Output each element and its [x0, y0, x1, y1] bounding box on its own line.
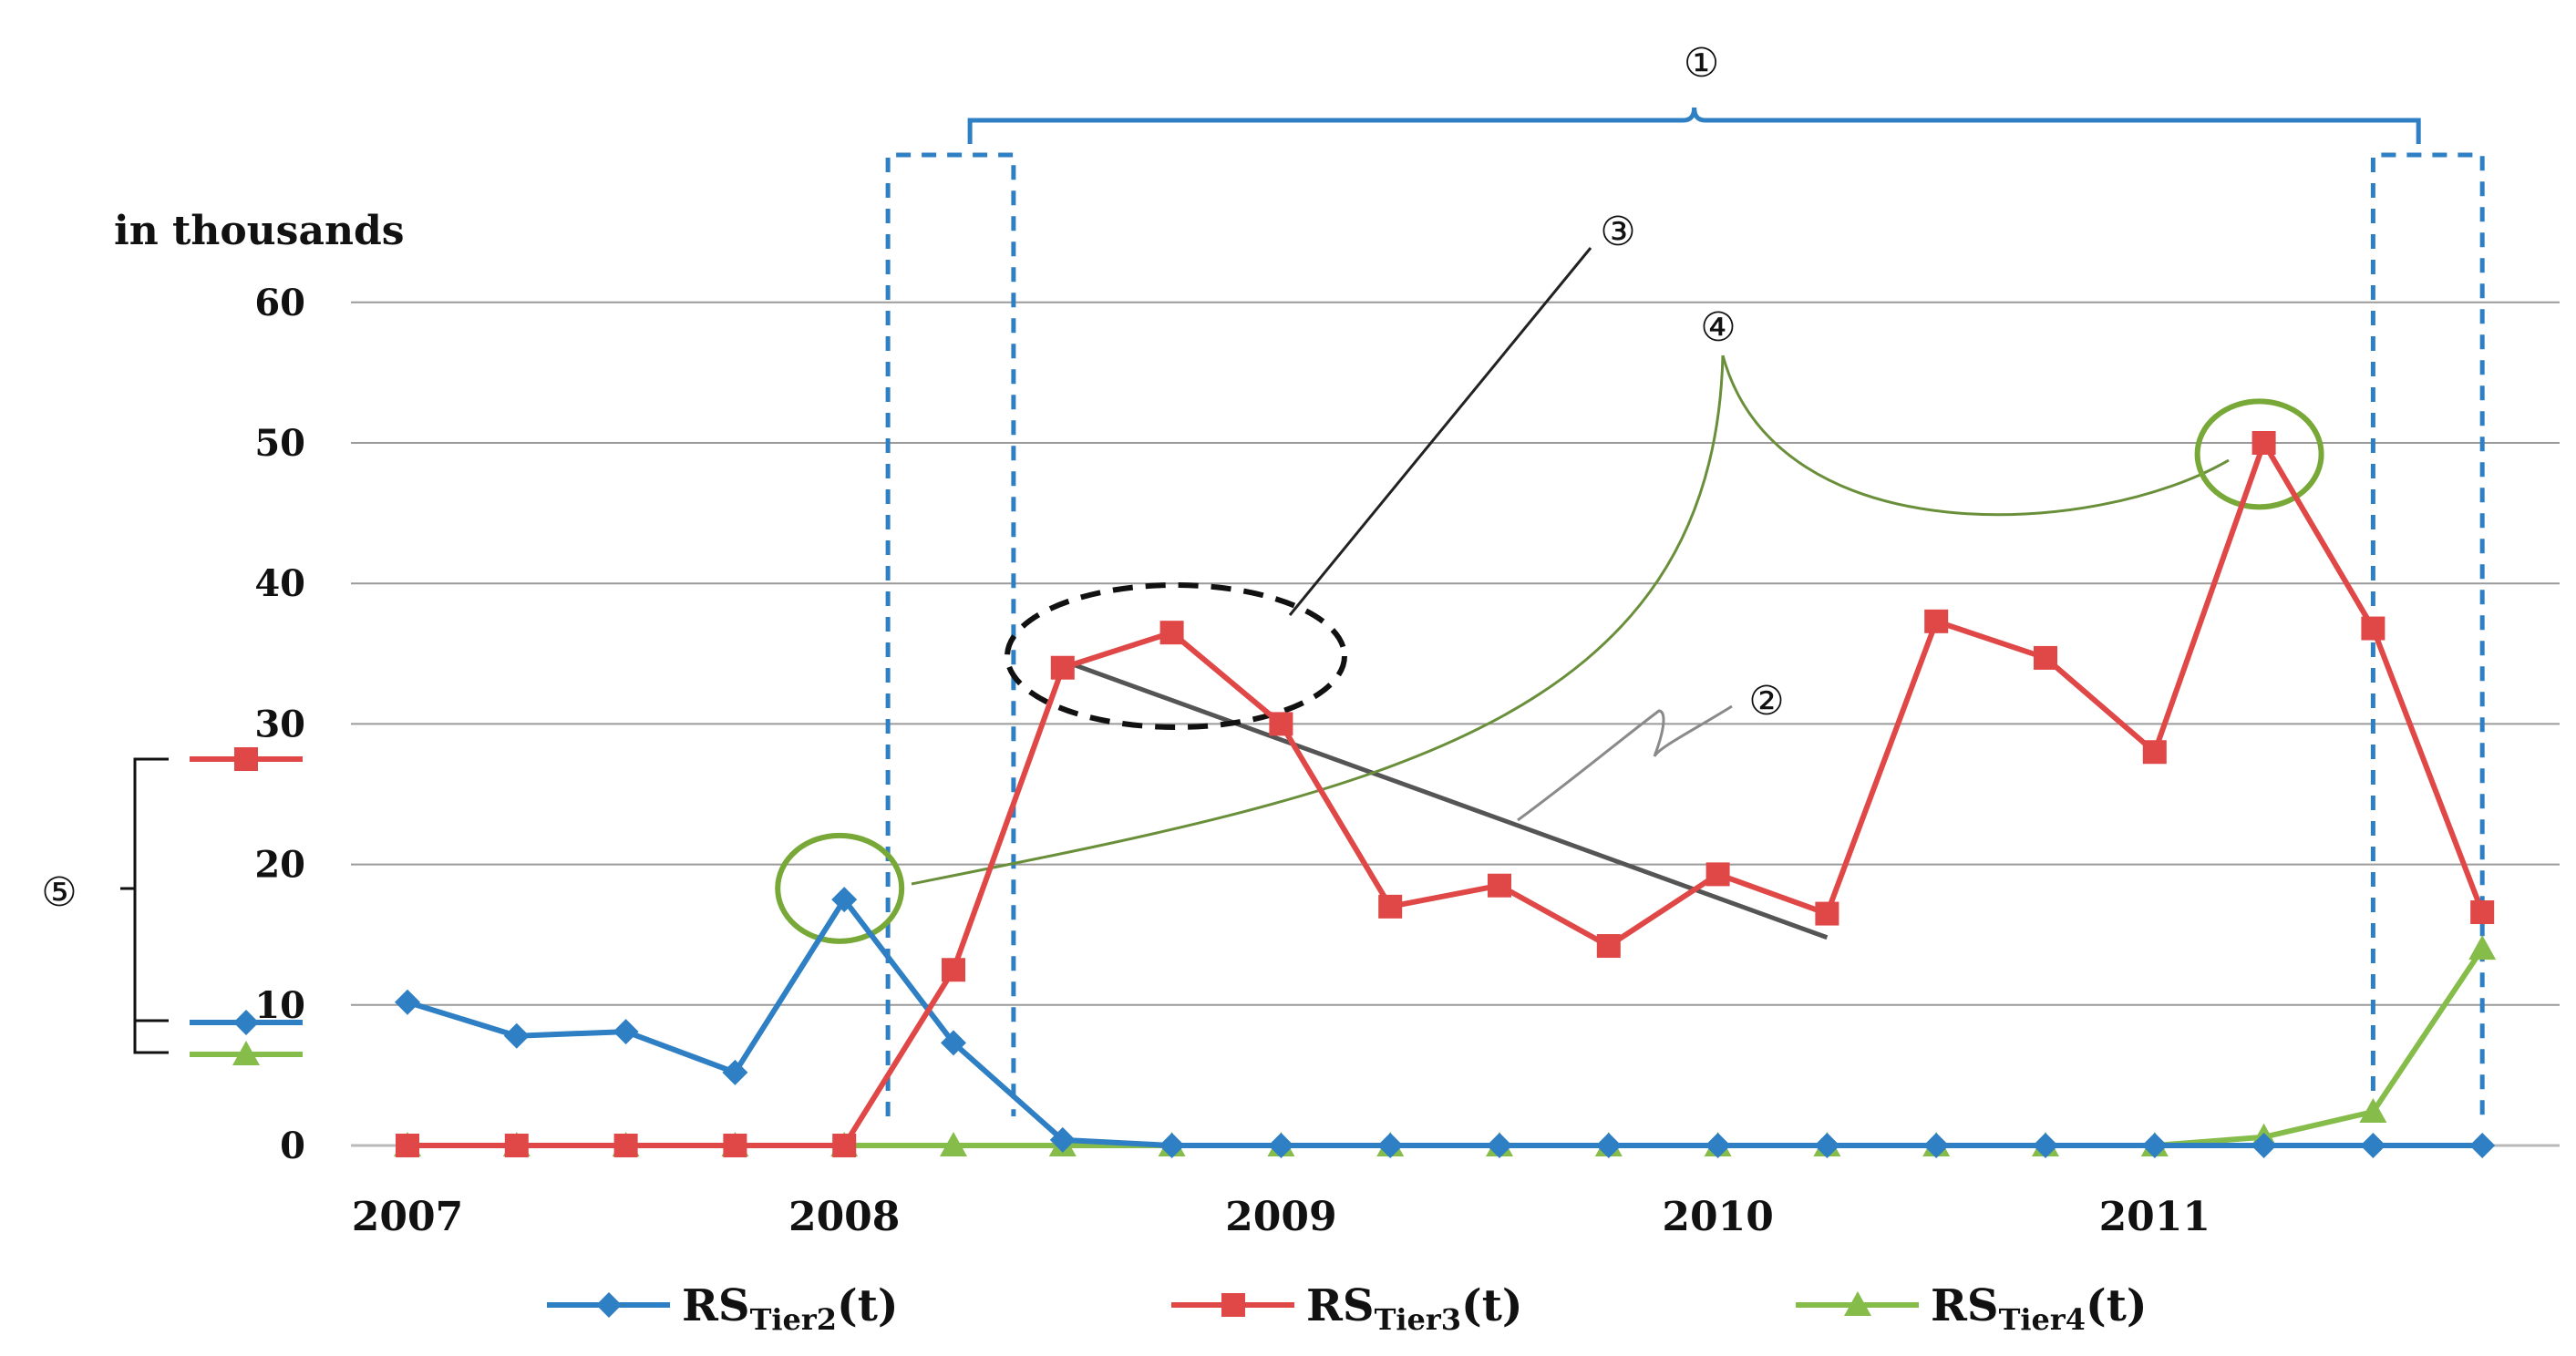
series-line: [407, 440, 2485, 1148]
data-point: [1049, 1126, 1076, 1153]
x-tick-label: 2010: [1662, 1194, 1773, 1240]
data-point: [1159, 1133, 1185, 1158]
label-5: ⑤: [41, 869, 77, 916]
data-point: [2142, 740, 2167, 765]
annotation-lines: [775, 107, 2485, 1116]
side-legend-marker: [234, 747, 258, 771]
y-tick-label: 50: [254, 422, 305, 465]
data-point: [2470, 900, 2495, 925]
data-point: [613, 1134, 638, 1157]
data-point: [1596, 934, 1621, 959]
legend-label: RSTier4(t): [1931, 1280, 2148, 1337]
legend-item-tier4: RSTier4(t): [1796, 1280, 2148, 1337]
leader-4b: [1721, 354, 2230, 517]
legend-marker: [1844, 1291, 1871, 1316]
y-tick-label: 60: [254, 282, 305, 324]
data-point: [942, 958, 965, 982]
data-point: [1595, 1133, 1622, 1158]
y-tick-label: 10: [254, 984, 305, 1027]
x-tick-label: 2008: [788, 1194, 900, 1240]
series-line: [407, 947, 2485, 1148]
side-legend-marker: [233, 1010, 259, 1035]
data-point: [1269, 712, 1293, 736]
leader-3: [1288, 247, 1592, 616]
x-tick-label: 2011: [2099, 1194, 2210, 1240]
data-point: [1924, 609, 1949, 633]
data-point: [1050, 655, 1075, 680]
data-point: [940, 1132, 967, 1156]
data-point: [1488, 873, 1511, 898]
x-tick-label: 2007: [352, 1194, 463, 1240]
series-tier2: [395, 887, 2496, 1158]
y-tick-label: 20: [254, 844, 305, 887]
data-point: [2033, 1133, 2058, 1158]
data-point: [2359, 1097, 2387, 1123]
data-point: [2361, 616, 2385, 641]
trend-line: [1061, 658, 1829, 940]
leader-4a: [911, 354, 1725, 886]
data-point: [2141, 1133, 2168, 1158]
highlight-circle-1: [775, 832, 905, 944]
legend-label: RSTier2(t): [682, 1280, 899, 1337]
data-point: [613, 1019, 639, 1045]
data-point: [1378, 894, 1403, 919]
x-tick-label: 2009: [1225, 1194, 1336, 1240]
data-point: [941, 1030, 966, 1056]
data-point: [1814, 1133, 1840, 1158]
legend-item-tier3: RSTier3(t): [1171, 1280, 1523, 1337]
data-point: [2468, 935, 2497, 960]
label-3: ③: [1600, 209, 1635, 255]
annotation-labels: ① ② ③ ④ ⑤: [41, 40, 1784, 916]
leader-2: [1517, 704, 1733, 822]
y-axis-ticks: 0 10 20 30 40 50 60: [254, 282, 305, 1167]
data-point: [831, 887, 858, 913]
data-point: [1705, 862, 1730, 887]
data-point: [832, 1134, 857, 1157]
legend: RSTier2(t) RSTier3(t) RSTier4(t): [547, 1280, 2148, 1337]
gridlines: [351, 301, 2560, 1147]
legend-item-tier2: RSTier2(t): [547, 1280, 899, 1337]
data-point: [503, 1022, 530, 1049]
data-point: [2469, 1133, 2496, 1158]
y-tick-label: 40: [254, 562, 305, 605]
data-point: [2251, 431, 2276, 455]
data-point: [1377, 1133, 1404, 1158]
y-tick-label: 0: [280, 1125, 305, 1167]
legend-marker: [1221, 1293, 1245, 1317]
data-point: [504, 1134, 529, 1157]
data-point: [1815, 901, 1839, 926]
data-point: [1705, 1133, 1731, 1158]
data-point: [396, 1134, 419, 1157]
data-point: [1159, 621, 1184, 645]
y-tick-label: 30: [254, 703, 305, 745]
side-legend-marker: [232, 1041, 260, 1065]
unit-label: in thousands: [114, 208, 404, 254]
data-point: [1487, 1133, 1512, 1158]
label-4: ④: [1700, 304, 1736, 351]
data-point: [722, 1059, 748, 1085]
data-point: [1923, 1133, 1950, 1158]
data-point: [1268, 1133, 1294, 1158]
legend-marker: [596, 1292, 622, 1318]
highlight-ellipse: [1005, 582, 1347, 730]
top-bracket: [967, 107, 2421, 144]
data-point: [2034, 645, 2057, 670]
data-point: [2251, 1133, 2277, 1158]
data-point: [2360, 1133, 2386, 1158]
series-tier3: [396, 431, 2495, 1157]
label-1: ①: [1684, 40, 1719, 87]
series-group: [394, 431, 2497, 1158]
highlight-circle-2: [2194, 398, 2324, 510]
x-axis-ticks: 2007 2008 2009 2010 2011: [352, 1194, 2210, 1240]
legend-label: RSTier3(t): [1306, 1280, 1523, 1337]
side-bracket: [133, 757, 169, 1054]
side-legend: [120, 747, 303, 1065]
data-point: [395, 989, 420, 1015]
data-point: [723, 1134, 747, 1157]
series-tier4: [394, 935, 2497, 1156]
label-2: ②: [1748, 678, 1784, 724]
series-line: [407, 897, 2483, 1148]
